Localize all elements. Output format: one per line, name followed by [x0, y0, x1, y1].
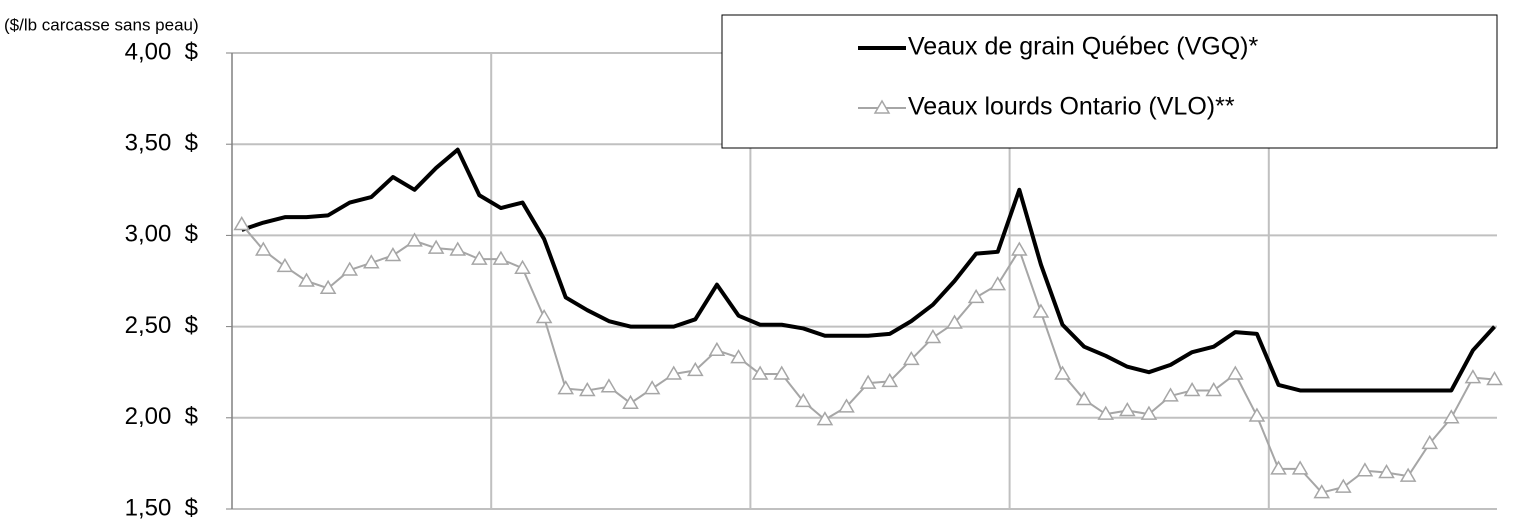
- marker: [1356, 462, 1374, 477]
- marker: [492, 250, 510, 265]
- marker: [1011, 241, 1028, 256]
- marker: [838, 398, 855, 413]
- marker: [1097, 405, 1115, 420]
- marker: [773, 365, 791, 380]
- marker: [1248, 407, 1266, 422]
- marker: [406, 232, 423, 247]
- marker: [1486, 371, 1503, 386]
- marker: [730, 349, 747, 364]
- marker: [1291, 460, 1309, 475]
- marker: [881, 372, 899, 388]
- y-tick-label: 3,00 $: [125, 221, 198, 248]
- marker: [1140, 405, 1158, 420]
- marker: [751, 365, 769, 380]
- marker: [255, 241, 272, 256]
- marker: [687, 361, 704, 377]
- legend-box: [721, 14, 1498, 149]
- marker: [1205, 381, 1223, 397]
- marker: [579, 381, 596, 397]
- y-tick-label: 4,00 $: [125, 38, 198, 65]
- marker: [363, 254, 380, 269]
- marker: [276, 257, 294, 273]
- marker: [1443, 409, 1460, 424]
- marker: [1227, 365, 1244, 380]
- marker: [557, 380, 575, 395]
- marker: [708, 341, 726, 357]
- legend-label: Veaux de grain Québec (VGQ)*: [908, 33, 1258, 61]
- marker: [1421, 434, 1439, 450]
- legend-marker: [873, 99, 891, 114]
- marker: [384, 246, 402, 262]
- y-tick-label: 3,50 $: [125, 130, 198, 157]
- marker: [1464, 369, 1482, 384]
- marker: [946, 314, 963, 329]
- series-line: [240, 223, 1495, 494]
- marker: [1183, 381, 1201, 397]
- legend-label: Veaux lourds Ontario (VLO)**: [908, 93, 1235, 121]
- y-tick-label: 2,50 $: [125, 312, 198, 339]
- y-tick-label: 2,00 $: [125, 403, 198, 430]
- marker: [1313, 484, 1331, 499]
- marker: [622, 394, 639, 409]
- marker: [1054, 365, 1071, 380]
- marker: [795, 392, 812, 408]
- marker: [1378, 464, 1395, 479]
- marker: [859, 374, 877, 389]
- marker: [319, 279, 337, 295]
- marker: [903, 350, 920, 366]
- marker: [1270, 460, 1287, 475]
- marker: [471, 250, 488, 265]
- marker: [1162, 387, 1179, 402]
- marker: [1399, 467, 1417, 482]
- marker: [514, 259, 531, 274]
- marker: [967, 288, 985, 304]
- y-tick-label: 1,50 $: [125, 494, 198, 521]
- marker: [600, 378, 618, 393]
- marker: [1075, 391, 1093, 406]
- marker: [989, 276, 1007, 291]
- marker: [643, 380, 661, 395]
- y-axis-title: ($/lb carcasse sans peau): [4, 15, 199, 34]
- marker: [816, 411, 834, 426]
- marker: [924, 329, 942, 344]
- marker: [449, 241, 467, 256]
- marker: [535, 308, 553, 324]
- marker: [1119, 402, 1136, 417]
- marker: [427, 239, 445, 254]
- marker: [298, 272, 315, 287]
- series-line: [241, 147, 1496, 393]
- marker: [1032, 303, 1050, 318]
- marker: [341, 261, 359, 276]
- marker: [233, 215, 251, 231]
- marker: [665, 365, 683, 380]
- marker: [1335, 478, 1352, 493]
